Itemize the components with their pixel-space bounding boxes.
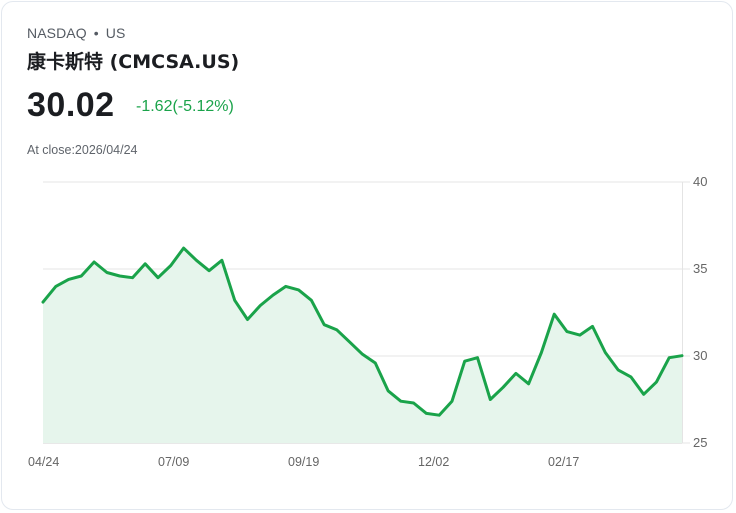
close-label: At close:2026/04/24 [27, 143, 138, 157]
exchange-line: NASDAQ • US [27, 25, 125, 41]
y-label-40: 40 [693, 174, 707, 189]
x-label-0709: 07/09 [158, 455, 189, 469]
price-line [41, 246, 684, 417]
y-label-30: 30 [693, 348, 707, 363]
y-axis-labels: 40 35 30 25 [693, 174, 707, 450]
exchange-name: NASDAQ [27, 25, 87, 41]
area-fill [43, 248, 682, 443]
x-label-1202: 12/02 [418, 455, 449, 469]
price: 30.02 [27, 86, 115, 124]
separator-dot: • [93, 25, 99, 41]
price-change: -1.62(-5.12%) [136, 98, 234, 115]
x-label-0919: 09/19 [288, 455, 319, 469]
x-label-0424: 04/24 [28, 455, 59, 469]
y-label-35: 35 [693, 261, 707, 276]
stock-title: 康卡斯特 (CMCSA.US) [27, 51, 240, 73]
region: US [105, 25, 126, 41]
x-axis-labels: 04/24 07/09 09/19 12/02 02/17 [28, 455, 579, 469]
x-label-0217: 02/17 [548, 455, 579, 469]
y-label-25: 25 [693, 435, 707, 450]
